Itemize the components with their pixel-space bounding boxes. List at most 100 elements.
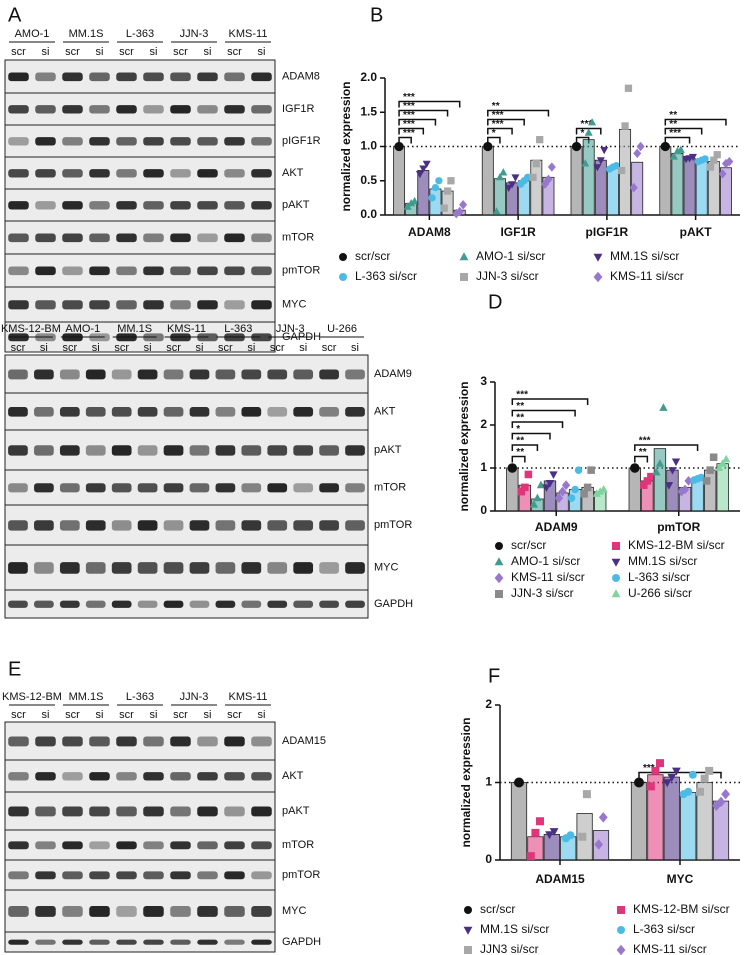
blot-band [241, 407, 262, 417]
blot-band [85, 407, 106, 417]
blot-band [35, 939, 56, 945]
data-point [431, 183, 440, 192]
blot-band [85, 483, 106, 493]
bar [683, 157, 696, 216]
data-point [621, 122, 629, 130]
data-point [600, 147, 609, 155]
blot-band [251, 841, 272, 850]
blot-band [170, 72, 191, 82]
blot-band [62, 137, 83, 146]
blot-band [143, 871, 164, 880]
y-tick-label: 0.5 [360, 173, 377, 187]
blot-band [8, 562, 28, 574]
data-point [459, 199, 468, 210]
blot-band [170, 105, 191, 114]
data-point [702, 477, 711, 485]
cell-line-label: JJN-3 [276, 323, 305, 335]
y-tick-label: 0 [480, 503, 487, 517]
significance-label: *** [492, 110, 504, 121]
data-point [492, 207, 501, 215]
significance-label: *** [403, 110, 415, 121]
significance-label: *** [403, 128, 415, 139]
significance-label: *** [492, 119, 504, 130]
blot-band [85, 562, 106, 574]
protein-label: pmTOR [374, 519, 412, 531]
data-point [667, 773, 677, 782]
protein-label: pAKT [374, 444, 402, 456]
protein-label: AKT [282, 770, 304, 782]
significance-bracket [398, 136, 412, 144]
legend-marker [612, 542, 620, 550]
blot-band [197, 772, 218, 781]
cell-line-label: KMS-12-BM [2, 691, 62, 703]
data-point [636, 141, 645, 152]
protein-label: MYC [282, 905, 307, 917]
data-point [596, 157, 605, 165]
y-axis-label: normalized expression [339, 81, 353, 211]
data-point [511, 174, 520, 182]
blot-band [345, 600, 365, 608]
blot-band [116, 169, 137, 178]
blot-band [241, 600, 262, 608]
data-point [535, 817, 544, 826]
lane-label: si [204, 46, 212, 58]
blot-band [197, 72, 218, 82]
blot-band [163, 520, 184, 531]
blot-band [224, 871, 245, 880]
blot-band [170, 137, 191, 146]
data-point [706, 163, 715, 171]
bar [653, 448, 667, 512]
legend-label: L-363 si/scr [633, 922, 695, 936]
x-tick-label: MYC [667, 872, 694, 886]
legend-marker [611, 589, 621, 598]
blot-band [8, 905, 29, 917]
blot-band [59, 445, 80, 456]
protein-label: ADAM8 [282, 70, 320, 82]
significance-label: * [581, 128, 585, 139]
blot-band [215, 520, 236, 531]
lane-label: scr [227, 709, 242, 721]
blot-band [35, 137, 56, 146]
blot-band [35, 105, 56, 114]
lane-label: si [150, 709, 158, 721]
data-point [529, 500, 539, 508]
blot-band [89, 841, 110, 850]
y-tick-label: 1.5 [360, 104, 377, 118]
data-point [596, 487, 605, 495]
panel-label: D [488, 291, 502, 313]
blot-band [116, 841, 137, 850]
data-point [495, 172, 504, 181]
lane-label: si [96, 46, 104, 58]
blot-band [143, 137, 164, 146]
blot-band [137, 600, 158, 608]
y-tick-label: 2 [480, 417, 487, 431]
blot-band [59, 600, 80, 608]
protein-label: ADAM15 [282, 735, 326, 747]
legend-label: KMS-12-BM si/scr [628, 538, 725, 552]
blot-band [8, 736, 29, 747]
significance-bracket [664, 136, 691, 144]
legend-marker [593, 253, 603, 262]
bar [606, 166, 619, 216]
blot-band [189, 407, 210, 417]
blot-band [189, 445, 210, 456]
blot-band [59, 407, 80, 417]
data-point [428, 194, 436, 202]
significance-bracket [511, 444, 539, 451]
x-tick-label: ADAM8 [408, 225, 451, 239]
legend-label: JJN-3 si/scr [476, 269, 539, 283]
data-point [419, 165, 428, 173]
data-point [655, 459, 665, 467]
blot-band [189, 562, 210, 574]
blot-band [62, 201, 83, 210]
blot-band [35, 736, 56, 747]
y-tick-label: 1 [485, 775, 492, 789]
data-point [664, 482, 674, 490]
data-point [561, 480, 571, 491]
blot-band [116, 266, 137, 276]
lane-label: scr [114, 342, 129, 354]
significance-bracket [487, 118, 525, 126]
cell-line-label: KMS-12-BM [1, 323, 61, 335]
data-point [652, 467, 661, 476]
blot-band [8, 520, 28, 531]
